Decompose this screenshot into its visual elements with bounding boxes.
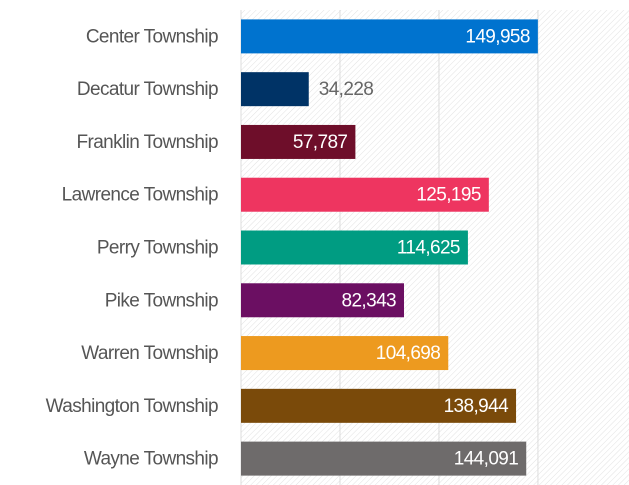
bar: [241, 177, 489, 212]
category-label: Decatur Township: [77, 79, 218, 100]
value-label: 125,195: [416, 185, 481, 206]
category-label: Lawrence Township: [62, 185, 218, 206]
category-label: Perry Township: [97, 238, 218, 259]
category-label: Center Township: [86, 26, 218, 47]
value-label: 144,091: [454, 449, 519, 470]
bar: [241, 283, 405, 318]
value-label: 114,625: [397, 238, 460, 259]
category-label: Warren Township: [81, 343, 218, 364]
bar: [241, 72, 309, 107]
value-label: 138,944: [444, 396, 510, 417]
value-label: 57,787: [293, 132, 348, 153]
bar: [241, 441, 527, 476]
bar: [241, 19, 538, 54]
value-label: 104,698: [376, 343, 441, 364]
bar: [241, 388, 517, 423]
bar: [241, 124, 356, 159]
value-label: 149,958: [465, 26, 530, 47]
bar: [241, 230, 468, 265]
category-label: Washington Township: [46, 396, 218, 417]
value-label: 82,343: [341, 290, 396, 311]
category-label: Wayne Township: [84, 449, 218, 470]
value-label: 34,228: [319, 79, 374, 100]
bar: [241, 336, 449, 371]
category-label: Franklin Township: [76, 132, 218, 153]
category-label: Pike Township: [105, 290, 218, 311]
